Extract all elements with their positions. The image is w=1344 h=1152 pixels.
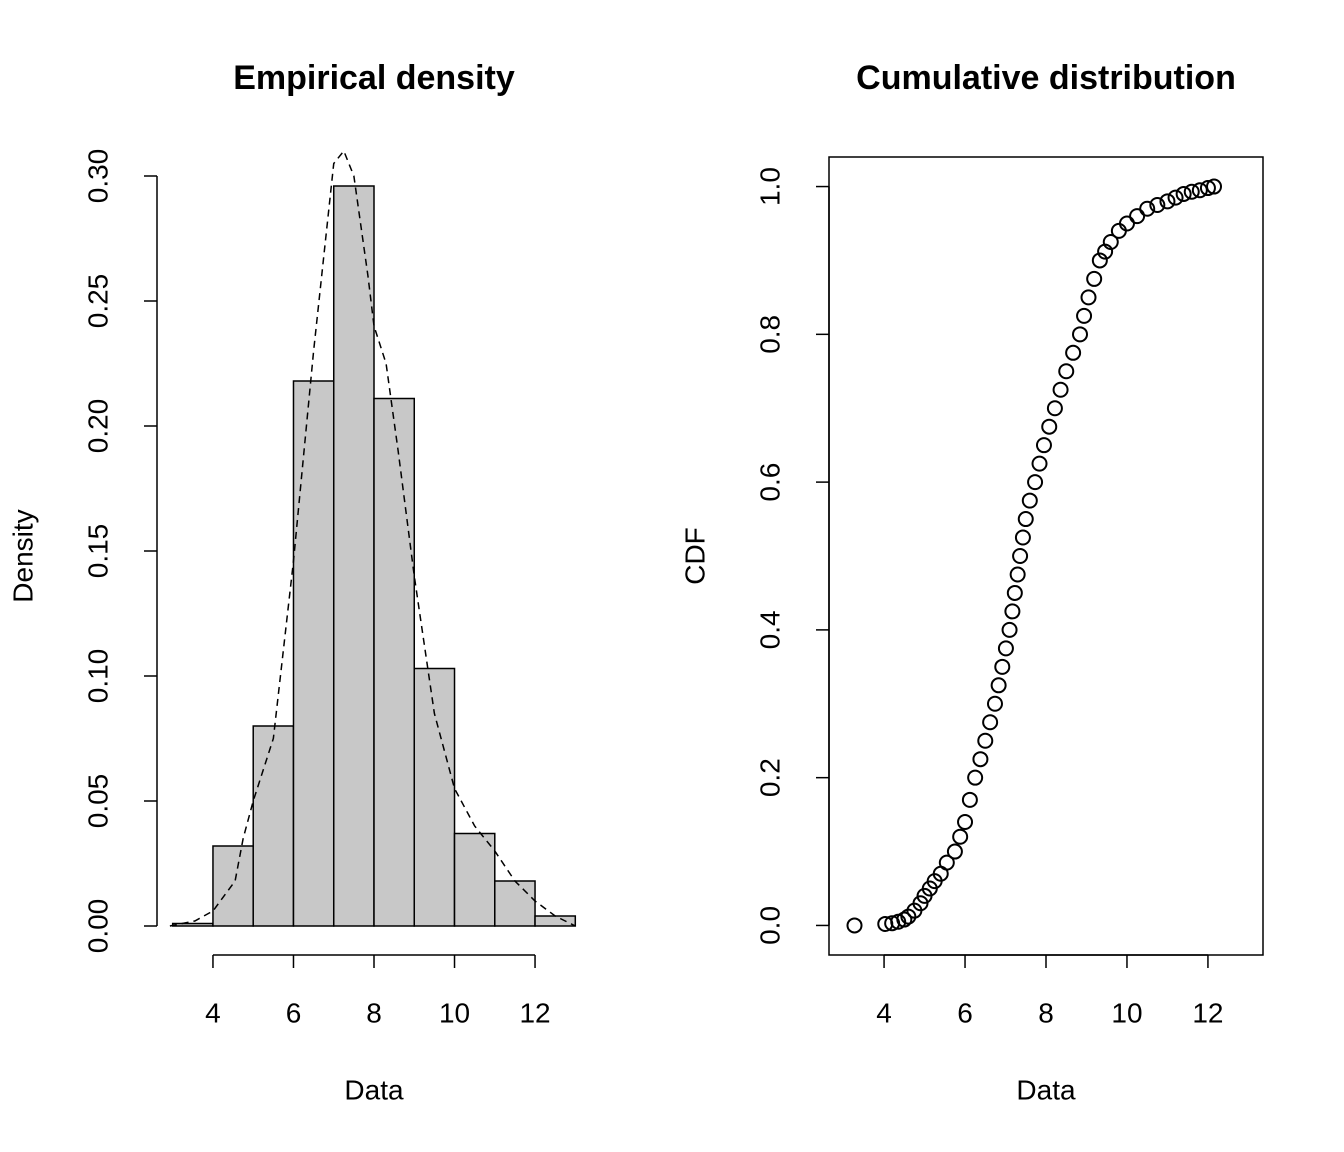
point <box>1183 183 1200 200</box>
point <box>972 751 989 768</box>
point <box>1017 511 1034 528</box>
point <box>1065 344 1082 361</box>
point <box>1014 529 1031 546</box>
y-tick-label: 0.15 <box>82 524 113 579</box>
point <box>1058 363 1075 380</box>
bar <box>212 845 254 927</box>
point <box>1072 326 1089 343</box>
y-axis-label: Density <box>7 509 38 602</box>
x-tick-label: 8 <box>1038 997 1054 1028</box>
point <box>1004 603 1021 620</box>
y-tick-label: 0.0 <box>754 906 785 945</box>
point <box>997 640 1014 657</box>
bar <box>494 880 536 927</box>
point <box>1027 474 1044 491</box>
point <box>1206 178 1223 195</box>
point <box>994 658 1011 675</box>
x-tick-label: 8 <box>366 997 382 1028</box>
point <box>1046 400 1063 417</box>
y-tick-label: 0.2 <box>754 758 785 797</box>
chart-title: Empirical density <box>233 59 515 97</box>
bar <box>292 380 335 927</box>
x-tick-label: 6 <box>286 997 302 1028</box>
y-tick-label: 0.25 <box>82 274 113 329</box>
point <box>1001 621 1018 638</box>
y-tick-label: 0.8 <box>754 315 785 354</box>
point <box>1021 492 1038 509</box>
point <box>982 714 999 731</box>
y-tick-label: 0.20 <box>82 399 113 454</box>
x-tick-label: 12 <box>1192 997 1223 1028</box>
point <box>938 854 955 871</box>
x-tick-label: 4 <box>876 997 892 1028</box>
point <box>1041 418 1058 435</box>
point <box>1009 566 1026 583</box>
bar <box>171 922 214 927</box>
y-axis-label: CDF <box>679 527 710 585</box>
y-tick-label: 0.10 <box>82 649 113 704</box>
x-axis-label: Data <box>344 1074 404 1105</box>
x-tick-label: 10 <box>1111 997 1142 1028</box>
x-tick-label: 6 <box>957 997 973 1028</box>
y-tick-label: 1.0 <box>754 167 785 206</box>
bar <box>534 915 577 927</box>
point <box>1091 252 1108 269</box>
point <box>1031 455 1048 472</box>
point <box>1167 189 1184 206</box>
point <box>1052 381 1069 398</box>
density-line <box>169 150 576 927</box>
y-tick-label: 0.4 <box>754 610 785 649</box>
point <box>977 732 994 749</box>
x-tick-label: 10 <box>439 997 470 1028</box>
x-tick-label: 4 <box>205 997 221 1028</box>
point <box>1086 270 1103 287</box>
x-axis-label: Data <box>1016 1074 1076 1105</box>
point <box>1006 584 1023 601</box>
y-tick-label: 0.05 <box>82 774 113 829</box>
plot-area <box>846 178 1223 934</box>
point <box>1191 182 1208 199</box>
bar <box>373 397 416 927</box>
y-tick-label: 0.30 <box>82 149 113 204</box>
point <box>967 769 984 786</box>
bar <box>453 832 496 927</box>
chart-title: Cumulative distribution <box>856 59 1236 97</box>
point <box>1159 193 1176 210</box>
point <box>1080 289 1097 306</box>
point <box>846 917 863 934</box>
plot-area <box>169 150 577 927</box>
point <box>957 814 974 830</box>
point <box>1129 208 1146 225</box>
point <box>986 695 1003 712</box>
point <box>1035 437 1052 454</box>
point <box>946 843 963 860</box>
point <box>990 677 1007 694</box>
point <box>1012 548 1029 564</box>
bar <box>252 725 295 927</box>
y-tick-label: 0.6 <box>754 463 785 502</box>
point <box>961 791 978 808</box>
point <box>1199 180 1216 197</box>
point <box>952 828 969 845</box>
point <box>1139 200 1156 217</box>
x-tick-label: 12 <box>519 997 550 1028</box>
point <box>1175 185 1192 202</box>
point <box>896 911 913 928</box>
bar <box>413 667 456 927</box>
point <box>1076 307 1093 324</box>
y-tick-label: 0.00 <box>82 899 113 954</box>
point <box>1102 233 1119 250</box>
point <box>1118 215 1135 232</box>
point <box>1149 197 1166 214</box>
bar <box>332 185 375 927</box>
